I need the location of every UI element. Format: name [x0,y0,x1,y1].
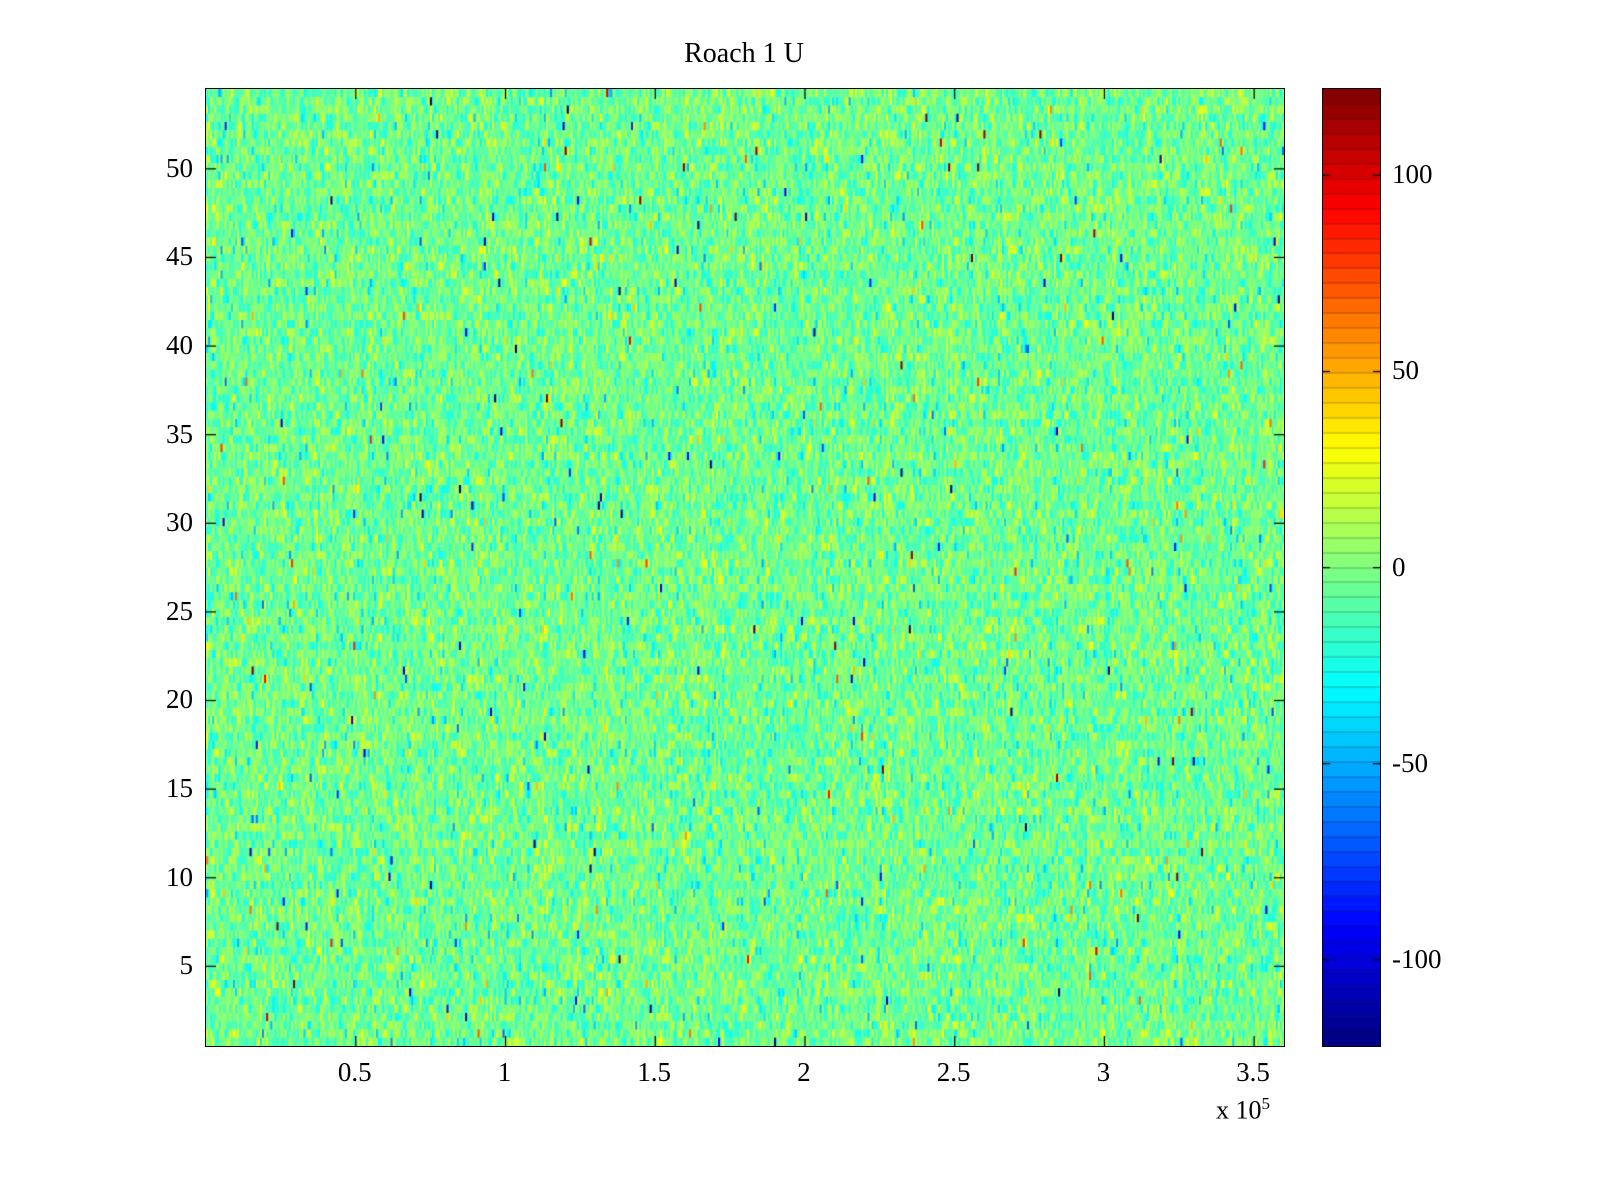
y-tick-label: 40 [166,329,193,360]
colorbar-tick-label: -50 [1392,747,1428,778]
y-tick-label: 5 [179,950,194,981]
y-tick-label: 10 [166,861,193,892]
x-axis-exponent-label: x 105 [1150,1094,1270,1126]
colorbar-tick-label: 0 [1392,551,1406,582]
y-tick-label: 30 [166,507,193,538]
plot-area [205,88,1285,1047]
heatmap-canvas [206,89,1284,1046]
colorbar [1322,88,1381,1047]
x-tick-label: 2.5 [936,1057,971,1087]
y-tick-label: 50 [166,152,193,183]
y-tick-label: 25 [166,595,193,626]
x-exponent-power: 5 [1261,1094,1271,1113]
colorbar-tick-label: 50 [1392,355,1419,386]
x-tick-label: 0.5 [337,1057,372,1087]
x-tick-label: 1 [497,1057,512,1087]
y-tick-label: 20 [166,684,193,715]
colorbar-tick-label: 100 [1392,159,1433,190]
x-tick-label: 3 [1096,1057,1111,1087]
y-tick-label: 45 [166,241,193,272]
x-exponent-base: x 10 [1216,1095,1262,1125]
x-tick-label: 1.5 [637,1057,672,1087]
y-tick-label: 15 [166,773,193,804]
x-tick-label: 3.5 [1236,1057,1270,1087]
colorbar-tick-label: -100 [1392,943,1442,974]
y-tick-label: 35 [166,418,193,449]
chart-title: Roach 1 U [684,38,804,69]
x-tick-label: 2 [797,1057,811,1087]
colorbar-canvas [1323,89,1380,1046]
